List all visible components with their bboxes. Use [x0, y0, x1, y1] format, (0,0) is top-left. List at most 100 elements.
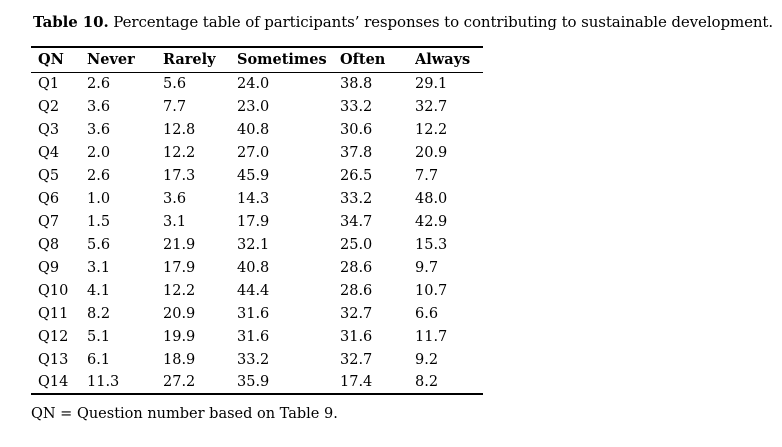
row-question-number: Q3: [38, 121, 60, 138]
cell-value: 12.8: [163, 121, 196, 138]
column-header-rarely: Rarely: [163, 47, 237, 73]
table-footnote: QN = Question number based on Table 9.: [31, 406, 338, 422]
table-row: Q7 1.5 3.1 17.9 34.7 42.9: [31, 210, 483, 233]
column-header-qn: QN: [31, 47, 87, 73]
table-row: Q9 3.1 17.9 40.8 28.6 9.7: [31, 256, 483, 279]
cell-value: 2.6: [87, 75, 111, 92]
cell-value: 42.9: [415, 213, 448, 230]
table-row: Q1 2.6 5.6 24.0 38.8 29.1: [31, 72, 483, 95]
cell-value: 25.0: [340, 236, 373, 253]
cell-value: 40.8: [237, 259, 270, 276]
row-question-number: Q7: [38, 213, 60, 230]
cell-value: 31.6: [237, 328, 270, 345]
cell-value: 31.6: [340, 328, 373, 345]
row-question-number: Q12: [38, 328, 69, 345]
cell-value: 15.3: [415, 236, 448, 253]
cell-value: 4.1: [87, 282, 111, 299]
cell-value: 5.6: [87, 236, 111, 253]
column-header-often: Often: [340, 47, 415, 73]
table-row: Q10 4.1 12.2 44.4 28.6 10.7: [31, 279, 483, 302]
row-question-number: Q1: [38, 75, 60, 92]
percentage-table: QN Never Rarely Sometimes Often Always Q1 2.6 5…: [31, 46, 483, 395]
cell-value: 32.7: [340, 351, 373, 368]
cell-value: 45.9: [237, 167, 270, 184]
cell-value: 3.6: [87, 121, 111, 138]
cell-value: 6.6: [415, 305, 439, 322]
cell-value: 20.9: [415, 144, 448, 161]
cell-value: 3.1: [87, 259, 111, 276]
table-caption: Table 10. Percentage table of participan…: [33, 13, 773, 32]
cell-value: 1.5: [87, 213, 111, 230]
table-row: Q8 5.6 21.9 32.1 25.0 15.3: [31, 233, 483, 256]
cell-value: 9.7: [415, 259, 439, 276]
cell-value: 32.7: [340, 305, 373, 322]
table-row: Q4 2.0 12.2 27.0 37.8 20.9: [31, 141, 483, 164]
row-question-number: Q6: [38, 190, 60, 207]
row-question-number: Q11: [38, 305, 69, 322]
cell-value: 20.9: [163, 305, 196, 322]
cell-value: 28.6: [340, 282, 373, 299]
cell-value: 19.9: [163, 328, 196, 345]
table-row: Q5 2.6 17.3 45.9 26.5 7.7: [31, 164, 483, 187]
cell-value: 12.2: [163, 282, 196, 299]
cell-value: 3.6: [87, 98, 111, 115]
row-question-number: Q8: [38, 236, 60, 253]
cell-value: 18.9: [163, 351, 196, 368]
cell-value: 33.2: [340, 190, 373, 207]
cell-value: 17.3: [163, 167, 196, 184]
cell-value: 2.0: [87, 144, 111, 161]
cell-value: 3.6: [163, 190, 187, 207]
cell-value: 23.0: [237, 98, 270, 115]
cell-value: 38.8: [340, 75, 373, 92]
cell-value: 48.0: [415, 190, 448, 207]
cell-value: 33.2: [340, 98, 373, 115]
column-header-always: Always: [415, 47, 483, 73]
row-question-number: Q13: [38, 351, 69, 368]
cell-value: 31.6: [237, 305, 270, 322]
cell-value: 9.2: [415, 351, 439, 368]
cell-value: 26.5: [340, 167, 373, 184]
cell-value: 7.7: [415, 167, 439, 184]
table-caption-label: Table 10.: [33, 13, 109, 31]
table-row: Q6 1.0 3.6 14.3 33.2 48.0: [31, 187, 483, 210]
table-header-row: QN Never Rarely Sometimes Often Always: [31, 47, 483, 73]
cell-value: 1.0: [87, 190, 111, 207]
cell-value: 6.1: [87, 351, 111, 368]
row-question-number: Q10: [38, 282, 69, 299]
cell-value: 3.1: [163, 213, 187, 230]
cell-value: 27.2: [163, 374, 196, 390]
cell-value: 32.7: [415, 98, 448, 115]
table-row: Q14 11.3 27.2 35.9 17.4 8.2: [31, 371, 483, 394]
cell-value: 8.2: [415, 374, 439, 390]
table-row: Q3 3.6 12.8 40.8 30.6 12.2: [31, 118, 483, 141]
table-row: Q12 5.1 19.9 31.6 31.6 11.7: [31, 325, 483, 348]
cell-value: 10.7: [415, 282, 448, 299]
cell-value: 17.4: [340, 374, 373, 390]
cell-value: 37.8: [340, 144, 373, 161]
cell-value: 8.2: [87, 305, 111, 322]
cell-value: 28.6: [340, 259, 373, 276]
cell-value: 30.6: [340, 121, 373, 138]
cell-value: 32.1: [237, 236, 270, 253]
column-header-never: Never: [87, 47, 163, 73]
row-question-number: Q9: [38, 259, 60, 276]
cell-value: 11.7: [415, 328, 448, 345]
row-question-number: Q14: [38, 374, 69, 390]
cell-value: 5.6: [163, 75, 187, 92]
cell-value: 11.3: [87, 374, 120, 390]
row-question-number: Q4: [38, 144, 60, 161]
cell-value: 2.6: [87, 167, 111, 184]
cell-value: 27.0: [237, 144, 270, 161]
cell-value: 12.2: [415, 121, 448, 138]
cell-value: 14.3: [237, 190, 270, 207]
table-caption-text: Percentage table of participants’ respon…: [113, 13, 774, 31]
table-row: Q11 8.2 20.9 31.6 32.7 6.6: [31, 302, 483, 325]
cell-value: 24.0: [237, 75, 270, 92]
cell-value: 44.4: [237, 282, 270, 299]
column-header-sometimes: Sometimes: [237, 47, 340, 73]
cell-value: 21.9: [163, 236, 196, 253]
row-question-number: Q5: [38, 167, 60, 184]
table-row: Q13 6.1 18.9 33.2 32.7 9.2: [31, 348, 483, 371]
cell-value: 17.9: [163, 259, 196, 276]
